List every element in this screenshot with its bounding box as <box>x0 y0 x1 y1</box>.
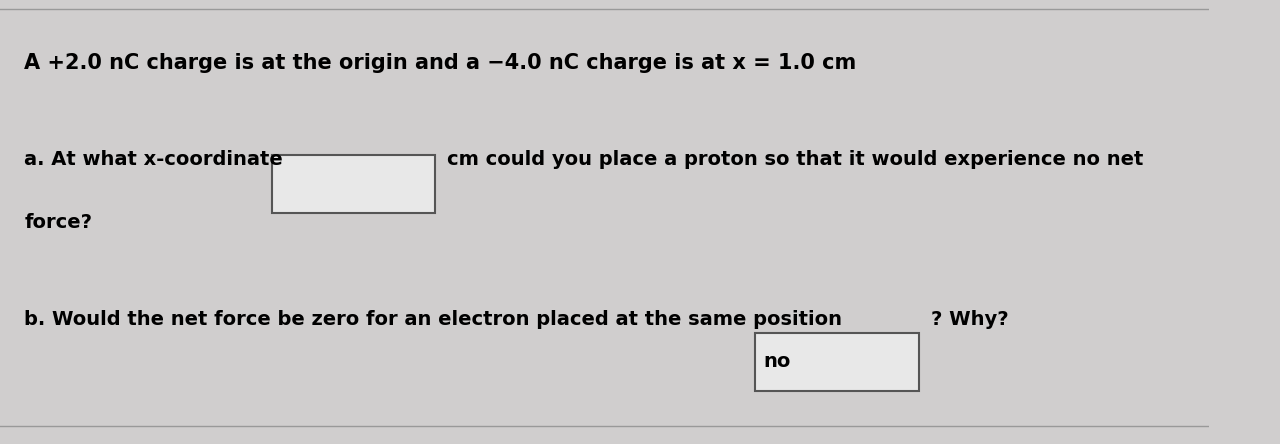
Text: a. At what x-coordinate: a. At what x-coordinate <box>24 151 283 169</box>
Text: force?: force? <box>24 213 92 231</box>
Text: b. Would the net force be zero for an electron placed at the same position: b. Would the net force be zero for an el… <box>24 310 842 329</box>
Text: no: no <box>764 353 791 371</box>
FancyBboxPatch shape <box>755 333 919 391</box>
Text: ? Why?: ? Why? <box>931 310 1009 329</box>
Text: cm could you place a proton so that it would experience no net: cm could you place a proton so that it w… <box>447 151 1143 169</box>
Text: A +2.0 nC charge is at the origin and a −4.0 nC charge is at x = 1.0 cm: A +2.0 nC charge is at the origin and a … <box>24 53 856 73</box>
FancyBboxPatch shape <box>271 155 435 213</box>
